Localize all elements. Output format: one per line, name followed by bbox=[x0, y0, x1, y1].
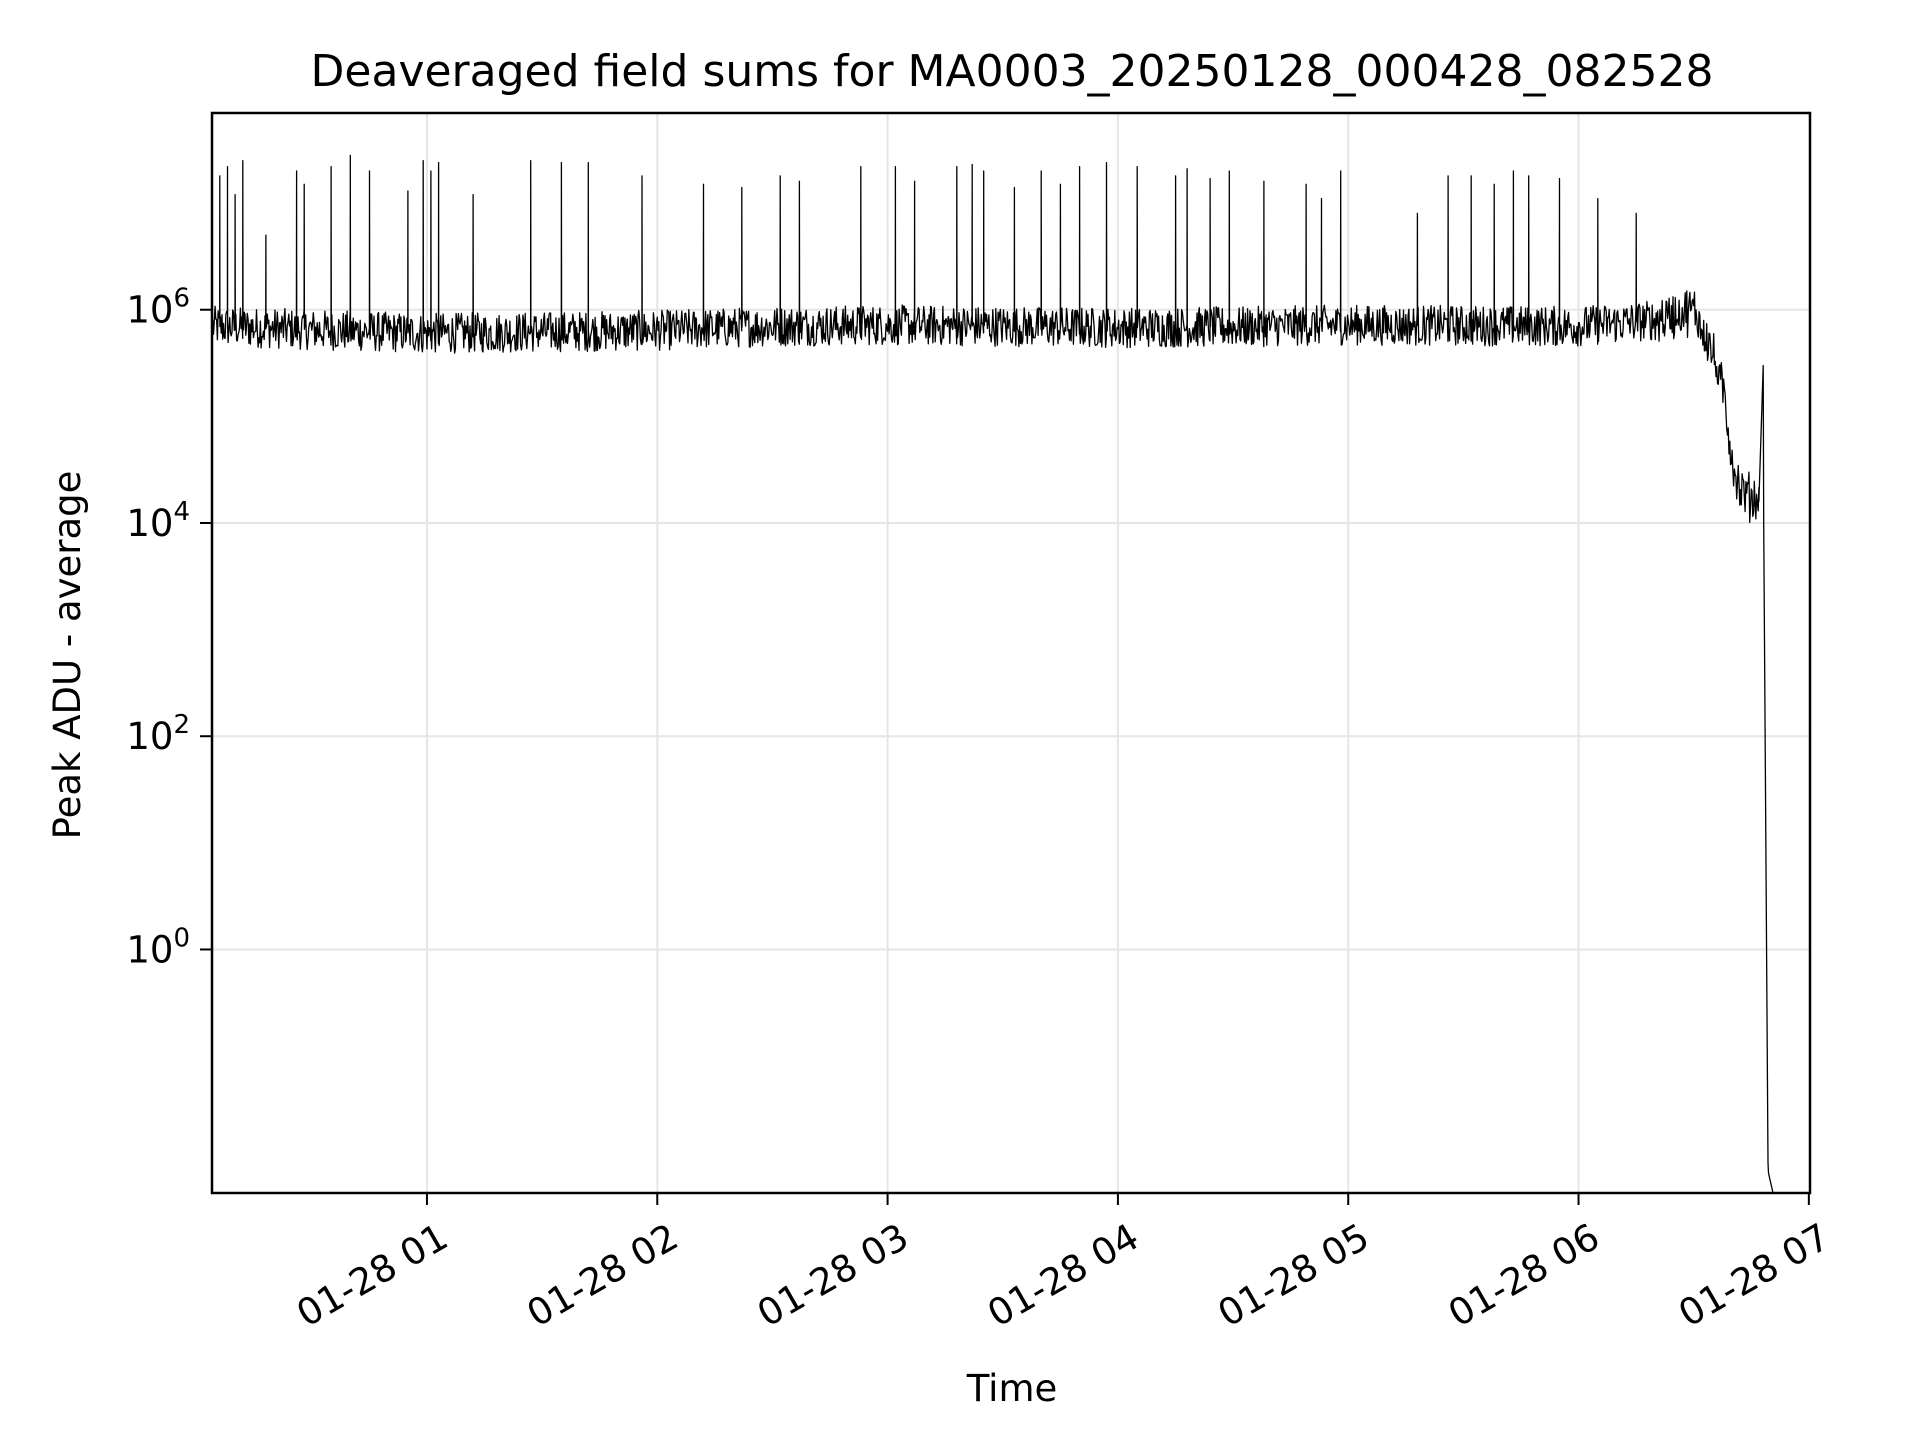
y-tick-label: 104 bbox=[126, 497, 190, 545]
chart-title: Deaveraged field sums for MA0003_2025012… bbox=[311, 46, 1714, 97]
y-axis: 100 102 104 106 bbox=[126, 284, 212, 971]
y-tick-label: 102 bbox=[126, 710, 190, 758]
x-axis-label: Time bbox=[966, 1367, 1058, 1410]
y-tick-label: 100 bbox=[126, 923, 190, 971]
grid bbox=[212, 113, 1810, 1193]
plot-area bbox=[212, 154, 1774, 1193]
y-tick-label: 106 bbox=[126, 284, 190, 332]
plot-frame bbox=[210, 111, 1812, 1195]
y-axis-label: Peak ADU - average bbox=[46, 471, 89, 840]
series-line bbox=[212, 154, 1774, 1193]
